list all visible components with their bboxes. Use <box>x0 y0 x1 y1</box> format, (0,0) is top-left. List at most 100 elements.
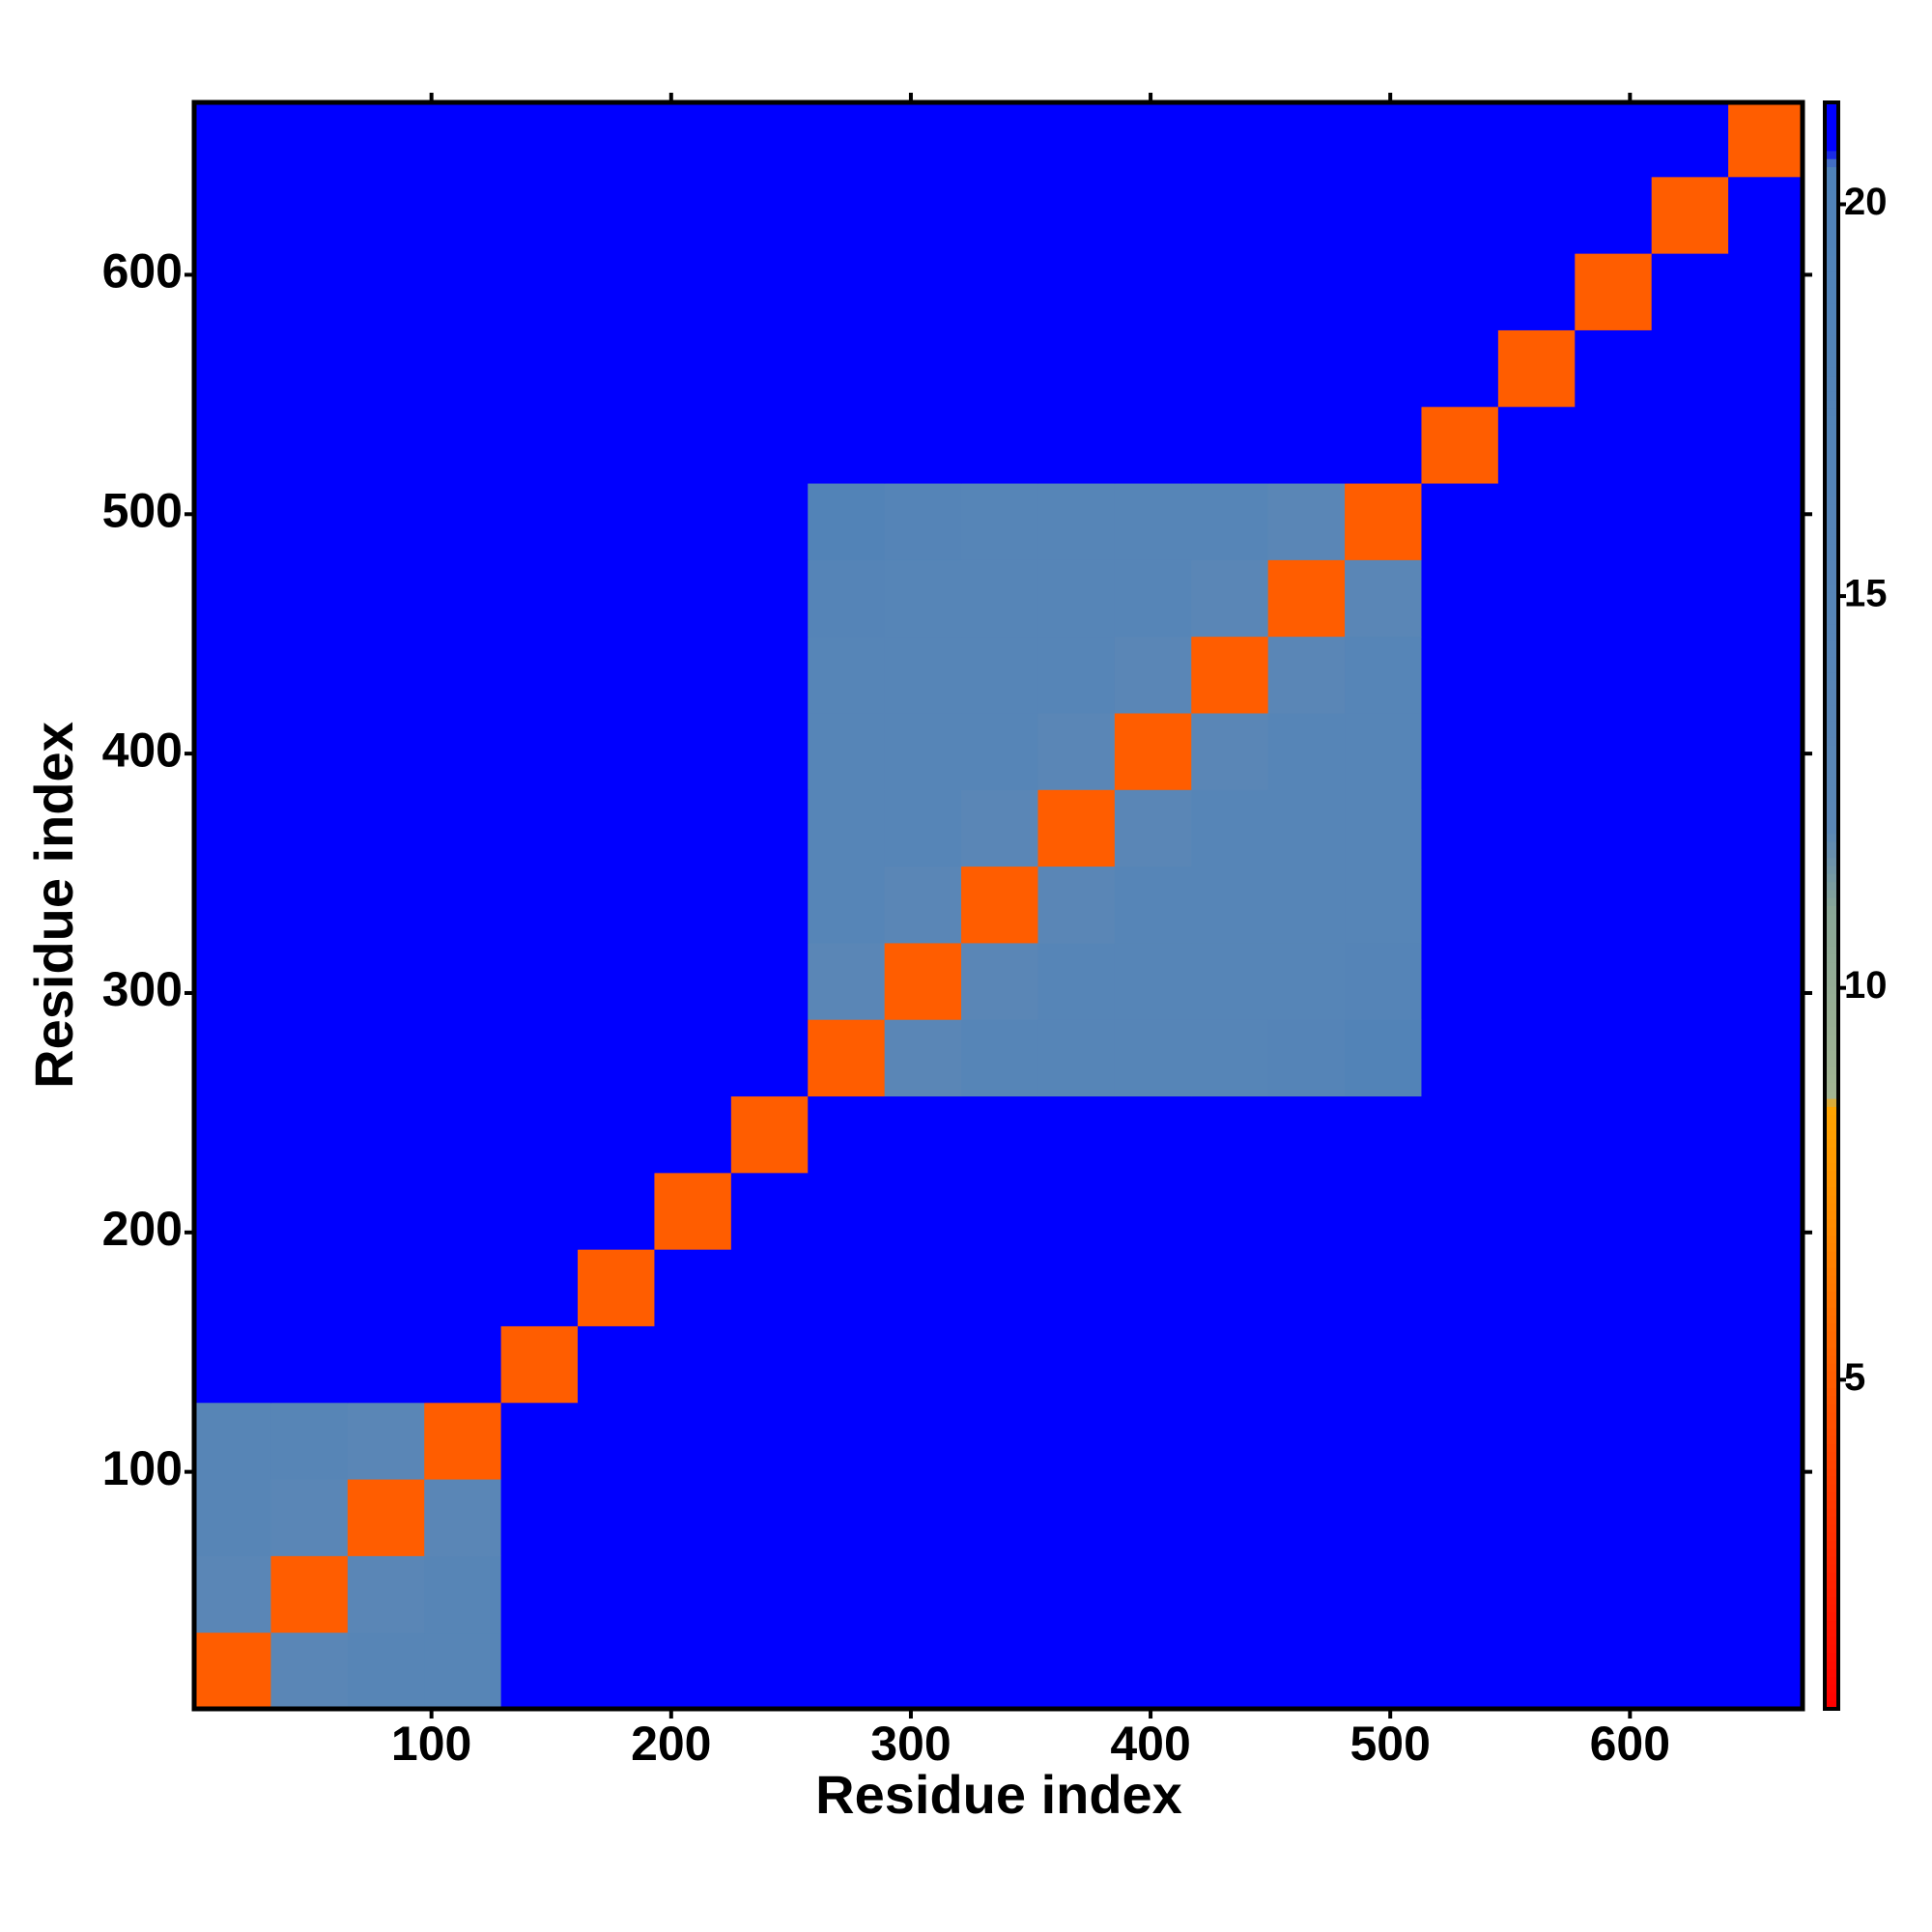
colorbar-segment <box>1825 1058 1838 1067</box>
colorbar-segment <box>1825 1523 1838 1533</box>
heatmap-cell <box>1114 1555 1192 1634</box>
heatmap-cell <box>194 483 271 560</box>
heatmap-cell <box>1345 1632 1422 1710</box>
colorbar-segment <box>1825 1516 1838 1525</box>
heatmap-cell <box>1575 1555 1653 1634</box>
heatmap-cell <box>961 1479 1038 1556</box>
heatmap-cell <box>884 102 962 178</box>
heatmap-cell <box>347 1095 425 1174</box>
heatmap-cell <box>1421 559 1499 638</box>
heatmap-cell <box>1575 1479 1653 1556</box>
colorbar-segment <box>1825 873 1838 883</box>
colorbar-segment <box>1825 1636 1838 1645</box>
y-tick-label: 600 <box>102 244 183 298</box>
heatmap-cell <box>424 1325 502 1404</box>
heatmap-cell <box>654 1172 732 1250</box>
colorbar-segment <box>1825 1467 1838 1477</box>
heatmap-cell <box>1497 176 1576 254</box>
heatmap-cell <box>961 1402 1038 1480</box>
heatmap-cell <box>730 329 809 408</box>
heatmap-cell <box>194 102 271 178</box>
colorbar-segment <box>1825 1074 1838 1083</box>
heatmap-cell <box>961 1325 1038 1404</box>
colorbar-segment <box>1825 640 1838 649</box>
colorbar-segment <box>1825 1146 1838 1155</box>
heatmap-cell <box>1037 866 1116 944</box>
heatmap-cell <box>1497 712 1576 790</box>
colorbar-segment <box>1825 174 1838 184</box>
heatmap-cell <box>1345 789 1422 867</box>
heatmap-cell <box>961 712 1038 790</box>
heatmap-cell <box>1421 1172 1499 1250</box>
heatmap-cell <box>961 636 1038 714</box>
heatmap-cell <box>884 712 962 790</box>
heatmap-cell <box>347 559 425 638</box>
heatmap-cell <box>808 483 886 560</box>
heatmap-cell <box>654 559 732 638</box>
heatmap-cell <box>194 1632 271 1710</box>
heatmap-cell <box>730 1402 809 1480</box>
heatmap-cell <box>1497 329 1576 408</box>
heatmap-cell <box>270 1249 349 1326</box>
heatmap-cell <box>1037 1172 1116 1250</box>
heatmap-cell <box>1191 1172 1269 1250</box>
colorbar-segment <box>1825 384 1838 392</box>
colorbar-segment <box>1825 1596 1838 1605</box>
colorbar-segment <box>1825 302 1838 312</box>
heatmap-cell <box>654 329 732 408</box>
heatmap-cell <box>1728 1479 1804 1556</box>
colorbar-segment <box>1825 1411 1838 1421</box>
colorbar-segment <box>1825 1564 1838 1574</box>
heatmap-cell <box>347 1402 425 1480</box>
colorbar-segment <box>1825 207 1838 215</box>
colorbar-segment <box>1825 1186 1838 1196</box>
heatmap-cell <box>1575 1402 1653 1480</box>
heatmap-cell <box>1114 866 1192 944</box>
colorbar-segment <box>1825 624 1838 634</box>
heatmap-cell <box>654 1019 732 1097</box>
colorbar-segment <box>1825 913 1838 923</box>
heatmap-cell <box>654 1632 732 1710</box>
colorbar-segment <box>1825 520 1838 529</box>
colorbar-segment <box>1825 134 1838 144</box>
heatmap-cell <box>1728 329 1804 408</box>
colorbar-segment <box>1825 1041 1838 1051</box>
heatmap-cell <box>1191 1555 1269 1634</box>
heatmap-cell <box>1421 866 1499 944</box>
heatmap-cell <box>1497 1249 1576 1326</box>
colorbar-segment <box>1825 1404 1838 1412</box>
heatmap-cell <box>1345 712 1422 790</box>
heatmap-cell <box>1267 176 1346 254</box>
heatmap-cell <box>1037 712 1116 790</box>
colorbar-segment <box>1825 1484 1838 1492</box>
heatmap-cell <box>808 1555 886 1634</box>
heatmap-cell <box>500 1325 579 1404</box>
heatmap-cell <box>578 1095 655 1174</box>
heatmap-cell <box>961 1632 1038 1710</box>
heatmap-cell <box>884 559 962 638</box>
heatmap-cell <box>1267 1172 1346 1250</box>
colorbar-segment <box>1825 503 1838 513</box>
heatmap-cell <box>654 1402 732 1480</box>
heatmap-cell <box>1497 1325 1576 1404</box>
heatmap-cell <box>808 942 886 1020</box>
colorbar-segment <box>1825 1395 1838 1405</box>
colorbar-tick-label: 10 <box>1844 964 1888 1007</box>
heatmap-cell <box>500 1249 579 1326</box>
colorbar-segment <box>1825 1235 1838 1244</box>
colorbar-segment <box>1825 488 1838 497</box>
heatmap-cell <box>270 1095 349 1174</box>
heatmap-cell <box>1651 1172 1729 1250</box>
heatmap-cell <box>270 1325 349 1404</box>
colorbar-segment <box>1825 1154 1838 1164</box>
heatmap-cell <box>808 1632 886 1710</box>
heatmap-cell <box>961 866 1038 944</box>
heatmap-cell <box>500 1555 579 1634</box>
heatmap-cell <box>730 1249 809 1326</box>
colorbar-segment <box>1825 327 1838 336</box>
colorbar-segment <box>1825 455 1838 465</box>
heatmap-cell <box>500 789 579 867</box>
heatmap-cell <box>1651 1249 1729 1326</box>
heatmap-cell <box>654 1325 732 1404</box>
heatmap-cell <box>347 789 425 867</box>
